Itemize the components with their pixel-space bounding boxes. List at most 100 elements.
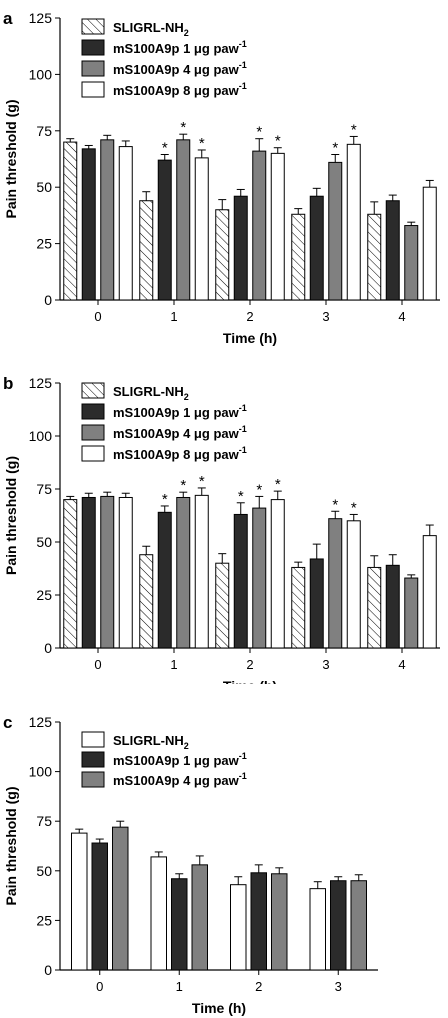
chart-b-legend-superscript: -1 xyxy=(239,445,247,455)
chart-b-significance-star: * xyxy=(275,476,281,493)
chart-c-legend-swatch xyxy=(81,771,105,788)
chart-c-bar xyxy=(230,884,247,971)
chart-a-significance-star: * xyxy=(351,121,357,138)
chart-b-x-tick-label: 4 xyxy=(398,657,405,672)
chart-c-x-tick-label: 0 xyxy=(96,979,103,994)
chart-a-bar xyxy=(252,150,267,301)
chart-a-bar xyxy=(367,213,382,301)
chart-c-bar xyxy=(271,873,288,971)
chart-b-significance-star: * xyxy=(199,473,205,490)
chart-b-legend-swatch xyxy=(81,382,105,399)
chart-a-y-tick-label: 75 xyxy=(36,123,52,139)
chart-a-bar xyxy=(100,139,115,301)
chart-b-bar xyxy=(328,518,343,649)
chart-a-legend-swatch xyxy=(81,39,105,56)
chart-b-bar xyxy=(404,577,419,649)
chart-a-bar xyxy=(309,195,324,301)
chart-a-legend-swatch xyxy=(81,81,105,98)
chart-c-bar xyxy=(91,842,108,971)
chart-a-bar xyxy=(215,209,230,301)
chart-a-significance-star: * xyxy=(162,139,168,156)
chart-b-legend-swatch xyxy=(81,445,105,462)
chart-b-bar xyxy=(367,566,382,649)
chart-c-bar xyxy=(71,832,88,971)
chart-b-y-axis-label: Pain threshold (g) xyxy=(3,456,19,575)
chart-a-bar xyxy=(385,200,400,301)
chart-c-legend-text: SLIGRL-NH xyxy=(113,733,184,748)
chart-c-y-axis-label: Pain threshold (g) xyxy=(3,787,19,906)
chart-a-legend-swatch xyxy=(81,18,105,35)
chart-c-legend-text: mS100A9p 4 μg paw xyxy=(113,773,240,788)
chart-a-legend-superscript: -1 xyxy=(239,81,247,91)
chart-a-legend-text: mS100A9p 8 μg paw xyxy=(113,83,240,98)
chart-b-y-tick-label: 75 xyxy=(36,481,52,497)
chart-a-y-tick-label: 100 xyxy=(29,66,53,82)
chart-c-x-tick-label: 3 xyxy=(335,979,342,994)
chart-b-legend-text: mS100A9p 4 μg paw xyxy=(113,426,240,441)
chart-b-y-tick-label: 25 xyxy=(36,587,52,603)
chart-a-x-tick-label: 4 xyxy=(398,309,405,324)
chart-a-significance-star: * xyxy=(275,133,281,150)
chart-b-bar xyxy=(194,494,209,649)
chart-a-legend-swatch xyxy=(81,60,105,77)
chart-c-legend-superscript: -1 xyxy=(239,771,247,781)
chart-c-bar xyxy=(250,872,267,971)
chart-c-x-tick-label: 1 xyxy=(176,979,183,994)
chart-a-y-tick-label: 50 xyxy=(36,179,52,195)
chart-b-legend-swatch xyxy=(81,403,105,420)
chart-b-significance-star: * xyxy=(256,481,262,498)
chart-a-legend-superscript: -1 xyxy=(239,39,247,49)
chart-b-significance-star: * xyxy=(180,477,186,494)
chart-b-legend-superscript: -1 xyxy=(239,424,247,434)
chart-b-legend-text: mS100A9p 1 μg paw xyxy=(113,405,240,420)
chart-a-bar xyxy=(118,146,133,301)
chart-a-significance-star: * xyxy=(199,135,205,152)
chart-c-bar xyxy=(350,880,367,971)
chart-a-legend-label: mS100A9p 1 μg paw-1 xyxy=(113,39,247,56)
chart-b-bar xyxy=(309,558,324,649)
chart-b-panel-letter: b xyxy=(3,374,13,393)
chart-b-bar xyxy=(81,496,96,649)
chart-a-legend-text: SLIGRL-NH xyxy=(113,20,184,35)
chart-a-y-tick-label: 0 xyxy=(44,292,52,308)
chart-panel-a: a 0 25 50 75 100 125 Pain threshold (g) 0 1 * * * 2 * *… xyxy=(0,0,448,350)
chart-b-x-tick-label: 2 xyxy=(246,657,253,672)
chart-a-significance-star: * xyxy=(180,119,186,136)
chart-c-y-tick-label: 125 xyxy=(29,714,53,730)
chart-a-legend-text: mS100A9p 1 μg paw xyxy=(113,41,240,56)
chart-b-legend-label: mS100A9p 8 μg paw-1 xyxy=(113,445,247,462)
chart-b-y-tick-label: 100 xyxy=(29,428,53,444)
chart-a-x-axis-label: Time (h) xyxy=(223,330,277,346)
chart-a-bar xyxy=(404,225,419,301)
chart-a-legend-text: mS100A9p 4 μg paw xyxy=(113,62,240,77)
chart-b-bar xyxy=(215,562,230,649)
chart-b-bar xyxy=(252,507,267,649)
chart-b-bar xyxy=(346,520,361,649)
chart-b-bar xyxy=(291,566,306,649)
chart-c-y-tick-label: 25 xyxy=(36,912,52,928)
chart-a-bar xyxy=(233,195,248,301)
chart-a-legend-label: mS100A9p 4 μg paw-1 xyxy=(113,60,247,77)
chart-c-bar xyxy=(112,826,129,971)
chart-c-legend-subscript: 2 xyxy=(184,741,189,751)
chart-a-bar xyxy=(63,141,78,301)
chart-a-bar xyxy=(176,139,191,301)
chart-a-legend-label: mS100A9p 8 μg paw-1 xyxy=(113,81,247,98)
chart-b-legend-label: mS100A9p 1 μg paw-1 xyxy=(113,403,247,420)
chart-a-x-tick-label: 2 xyxy=(246,309,253,324)
chart-b-significance-star: * xyxy=(351,499,357,516)
chart-b-bar xyxy=(100,495,115,649)
chart-b-svg: b 0 25 50 75 100 125 Pain threshold (g) 0 1 * * * 2 * *… xyxy=(3,374,440,684)
chart-c-y-tick-label: 100 xyxy=(29,764,53,780)
chart-b-x-tick-label: 3 xyxy=(322,657,329,672)
chart-b-bar xyxy=(422,535,437,649)
chart-b-significance-star: * xyxy=(332,496,338,513)
chart-b-significance-star: * xyxy=(238,488,244,505)
chart-a-x-tick-label: 1 xyxy=(170,309,177,324)
chart-b-legend-subscript: 2 xyxy=(184,392,189,402)
chart-c-x-axis-label: Time (h) xyxy=(192,1000,246,1016)
chart-b-legend-swatch xyxy=(81,424,105,441)
chart-a-y-axis-label: Pain threshold (g) xyxy=(3,100,19,219)
chart-b-x-axis-label: Time (h) xyxy=(223,678,277,684)
chart-b-bar xyxy=(270,499,285,649)
